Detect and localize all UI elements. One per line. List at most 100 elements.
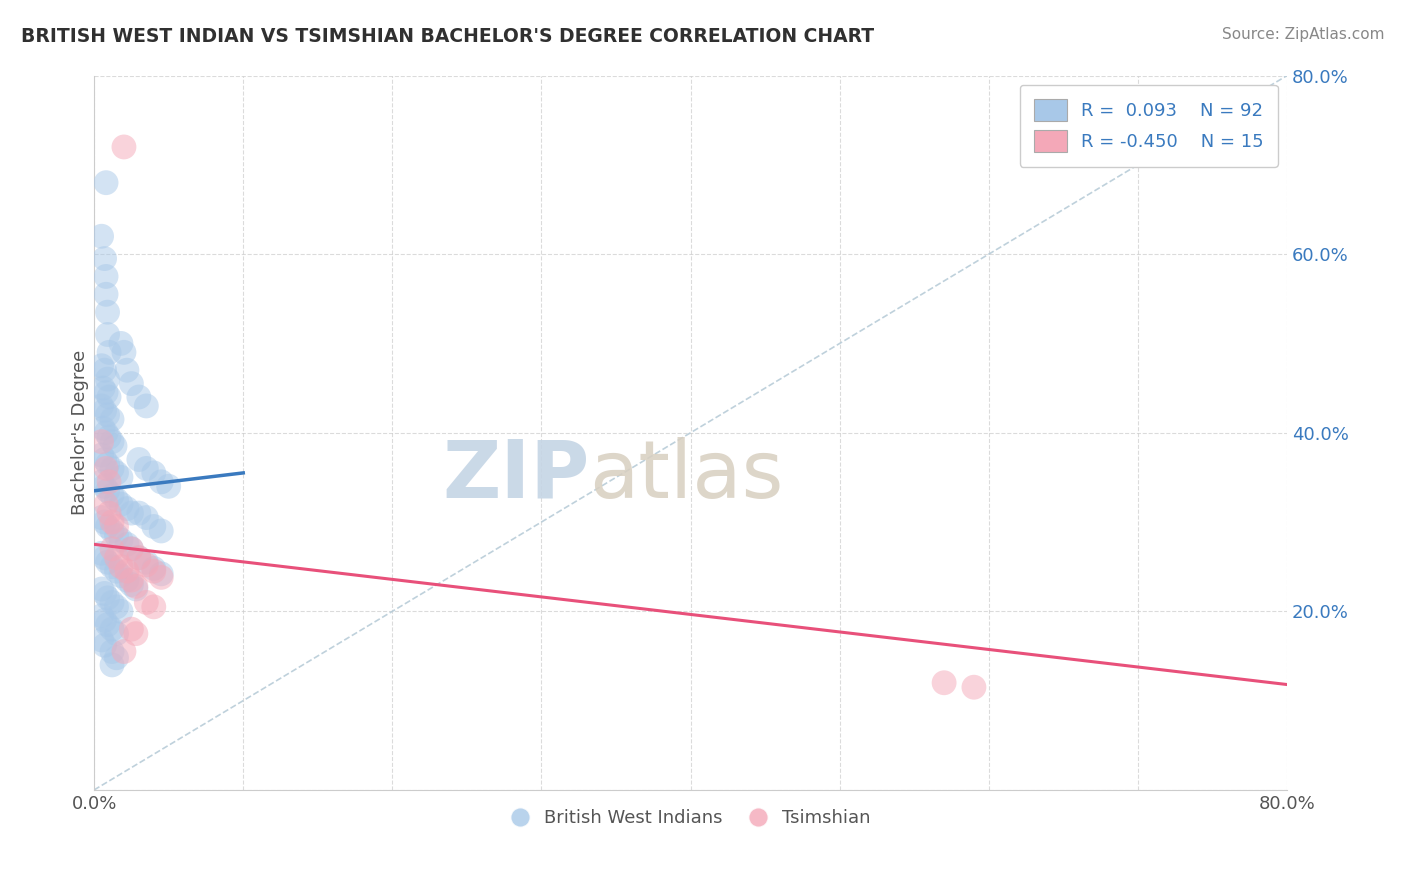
Point [98,390,121,404]
Text: atlas: atlas [589,436,783,515]
Point [135,461,157,475]
Point [94,269,117,284]
Point [110,568,132,582]
Point [93,550,115,565]
Point [157,479,180,493]
Point [135,510,157,524]
Point [101,657,124,672]
Point [142,561,165,575]
Point [94,287,117,301]
Point [90,510,112,524]
Text: BRITISH WEST INDIAN VS TSIMSHIAN BACHELOR'S DEGREE CORRELATION CHART: BRITISH WEST INDIAN VS TSIMSHIAN BACHELO… [21,27,875,45]
Point [101,412,124,426]
Point [96,372,118,386]
Point [94,497,117,511]
Point [110,336,132,351]
Point [110,559,132,574]
Point [93,452,115,467]
Point [105,528,128,542]
Point [135,555,157,569]
Point [110,604,132,618]
Point [932,675,955,690]
Point [90,229,112,244]
Text: ZIP: ZIP [441,436,589,515]
Point [96,617,118,632]
Point [120,541,142,556]
Point [120,506,142,520]
Point [120,541,142,556]
Point [150,570,173,584]
Point [96,483,118,498]
Point [96,555,118,569]
Point [112,345,135,359]
Point [101,524,124,538]
Point [128,452,150,467]
Point [90,546,112,560]
Point [120,376,142,391]
Point [135,399,157,413]
Point [115,501,138,516]
Point [105,466,128,480]
Point [115,537,138,551]
Point [101,622,124,636]
Point [96,457,118,471]
Point [963,680,986,694]
Point [90,632,112,647]
Point [101,488,124,502]
Point [94,176,117,190]
Point [142,564,165,578]
Point [96,519,118,533]
Point [105,492,128,507]
Point [128,550,150,565]
Point [101,515,124,529]
Point [105,550,128,565]
Point [93,586,115,600]
Point [94,461,117,475]
Point [93,515,115,529]
Point [94,385,117,400]
Point [128,550,150,565]
Point [105,564,128,578]
Y-axis label: Bachelor's Degree: Bachelor's Degree [72,350,89,516]
Point [142,599,165,614]
Point [125,579,148,593]
Point [128,390,150,404]
Point [98,430,121,444]
Point [101,595,124,609]
Point [120,577,142,591]
Point [115,363,138,377]
Point [93,613,115,627]
Point [105,650,128,665]
Point [94,425,117,440]
Point [150,475,173,489]
Point [128,506,150,520]
Point [90,359,112,373]
Point [93,363,115,377]
Point [120,573,142,587]
Point [142,519,165,533]
Point [101,461,124,475]
Point [135,558,157,572]
Point [90,399,112,413]
Point [90,448,112,462]
Point [96,591,118,605]
Point [125,582,148,596]
Text: Source: ZipAtlas.com: Source: ZipAtlas.com [1222,27,1385,42]
Point [101,434,124,449]
Point [90,434,112,449]
Point [98,506,121,520]
Point [104,439,127,453]
Point [120,622,142,636]
Point [135,595,157,609]
Point [90,608,112,623]
Point [98,475,121,489]
Point [93,479,115,493]
Point [112,644,135,658]
Point [150,524,173,538]
Point [101,644,124,658]
Point [115,564,138,578]
Point [105,599,128,614]
Point [96,327,118,342]
Point [90,582,112,596]
Point [93,638,115,652]
